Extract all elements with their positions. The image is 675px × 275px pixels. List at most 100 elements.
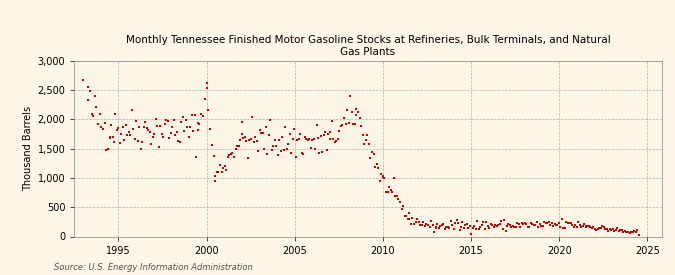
Point bbox=[627, 230, 638, 234]
Point bbox=[456, 225, 466, 229]
Point bbox=[263, 133, 274, 137]
Point bbox=[128, 127, 139, 131]
Point bbox=[227, 150, 238, 155]
Point bbox=[603, 229, 614, 233]
Point bbox=[594, 226, 605, 230]
Point bbox=[457, 220, 468, 225]
Point bbox=[432, 221, 443, 226]
Point bbox=[363, 141, 374, 146]
Point bbox=[240, 135, 250, 140]
Point bbox=[296, 151, 307, 155]
Point bbox=[170, 133, 181, 137]
Point bbox=[616, 228, 627, 232]
Point bbox=[633, 232, 644, 237]
Point bbox=[134, 125, 145, 129]
Point bbox=[490, 223, 501, 227]
Point bbox=[500, 228, 511, 233]
Point bbox=[262, 152, 273, 156]
Point bbox=[622, 230, 633, 234]
Point bbox=[88, 113, 99, 118]
Point bbox=[477, 223, 487, 227]
Point bbox=[186, 113, 197, 117]
Point bbox=[463, 226, 474, 230]
Point bbox=[283, 142, 294, 147]
Point bbox=[272, 153, 283, 158]
Point bbox=[560, 226, 570, 230]
Point bbox=[396, 207, 407, 211]
Point bbox=[316, 134, 327, 138]
Point bbox=[238, 136, 248, 140]
Point bbox=[509, 224, 520, 229]
Point bbox=[506, 225, 517, 229]
Point bbox=[132, 139, 143, 143]
Point bbox=[329, 139, 340, 144]
Point bbox=[599, 225, 610, 230]
Point bbox=[314, 151, 325, 156]
Point bbox=[113, 125, 124, 130]
Point bbox=[271, 143, 281, 148]
Point bbox=[266, 148, 277, 152]
Point bbox=[213, 170, 224, 175]
Point bbox=[516, 221, 527, 225]
Point bbox=[221, 167, 232, 172]
Text: Source: U.S. Energy Information Administration: Source: U.S. Energy Information Administ… bbox=[54, 263, 252, 272]
Point bbox=[499, 218, 510, 222]
Point bbox=[191, 155, 202, 159]
Point bbox=[359, 142, 370, 146]
Point bbox=[356, 123, 367, 128]
Point bbox=[268, 144, 279, 148]
Point bbox=[167, 125, 178, 129]
Point bbox=[173, 139, 184, 144]
Point bbox=[334, 129, 345, 133]
Point bbox=[216, 170, 227, 175]
Point bbox=[95, 111, 105, 116]
Point bbox=[371, 162, 382, 166]
Point bbox=[357, 133, 368, 137]
Point bbox=[533, 224, 543, 229]
Point bbox=[552, 222, 563, 227]
Point bbox=[554, 221, 564, 226]
Point bbox=[423, 223, 433, 227]
Point bbox=[614, 229, 624, 233]
Point bbox=[608, 227, 618, 232]
Point bbox=[215, 163, 225, 167]
Point bbox=[313, 136, 323, 140]
Point bbox=[582, 224, 593, 228]
Point bbox=[325, 137, 335, 141]
Point bbox=[274, 138, 285, 142]
Point bbox=[568, 225, 579, 229]
Point bbox=[152, 124, 163, 128]
Point bbox=[468, 226, 479, 230]
Point bbox=[421, 222, 432, 226]
Point bbox=[478, 219, 489, 224]
Point bbox=[485, 222, 496, 227]
Point bbox=[184, 135, 194, 139]
Point bbox=[431, 225, 441, 229]
Point bbox=[534, 221, 545, 226]
Point bbox=[377, 175, 388, 179]
Point bbox=[222, 155, 233, 159]
Point bbox=[78, 78, 88, 82]
Point bbox=[305, 146, 316, 151]
Point bbox=[83, 85, 94, 89]
Point bbox=[277, 134, 288, 139]
Point bbox=[464, 224, 475, 228]
Point bbox=[433, 226, 444, 230]
Point bbox=[543, 219, 554, 224]
Point bbox=[203, 108, 214, 112]
Point bbox=[279, 124, 290, 129]
Point bbox=[545, 223, 556, 227]
Point bbox=[632, 228, 643, 232]
Point bbox=[290, 154, 301, 159]
Point bbox=[515, 225, 526, 229]
Point bbox=[484, 226, 495, 230]
Point bbox=[119, 138, 130, 142]
Point bbox=[308, 137, 319, 142]
Point bbox=[562, 221, 573, 225]
Point bbox=[189, 113, 200, 117]
Point bbox=[295, 132, 306, 136]
Point bbox=[398, 204, 408, 208]
Point bbox=[393, 197, 404, 201]
Point bbox=[628, 229, 639, 233]
Point bbox=[229, 155, 240, 159]
